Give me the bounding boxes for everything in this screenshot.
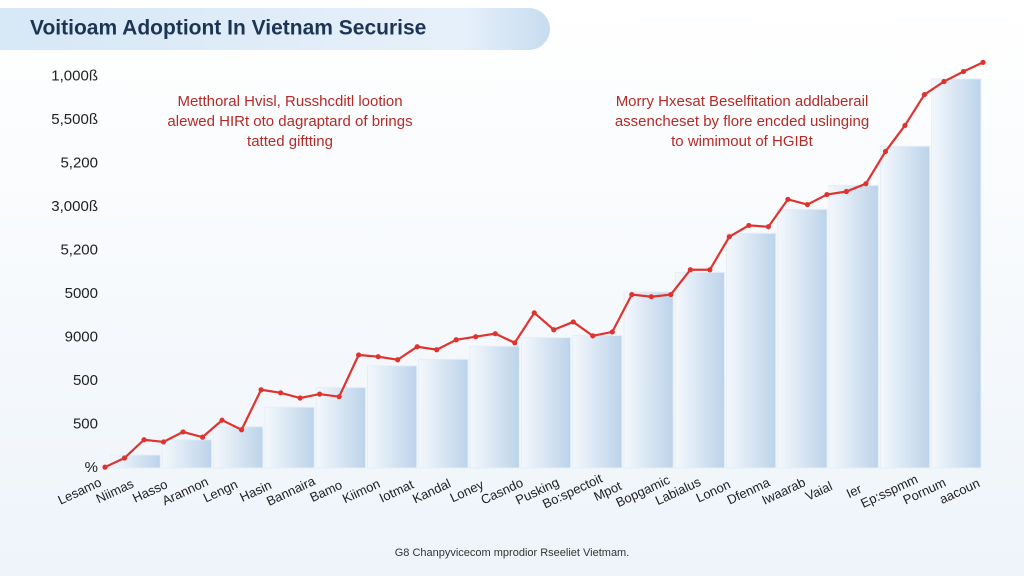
line-point [570, 319, 576, 325]
line-point [551, 327, 557, 333]
line-point [278, 390, 284, 396]
line-point [726, 234, 732, 240]
line-point [960, 68, 967, 75]
line-point [180, 429, 186, 435]
bar [931, 78, 982, 469]
line-point [707, 267, 713, 273]
bar [572, 334, 623, 469]
line-point [824, 191, 830, 198]
x-tick-label: Ier [844, 481, 865, 501]
y-tick-label: 5000 [65, 285, 98, 302]
y-tick-label: 5,200 [60, 242, 98, 259]
annotation: Morry Hxesat Beselfitation addlaberail [616, 93, 869, 110]
annotation: to wimimout of HGIBt [671, 133, 814, 150]
line-point [746, 222, 752, 229]
annotation: tatted giftting [247, 133, 333, 150]
y-tick-label: % [85, 459, 98, 476]
y-tick-label: 500 [73, 415, 98, 432]
bar [623, 291, 674, 469]
line-point [980, 59, 986, 65]
bar [777, 208, 828, 469]
bar [418, 358, 469, 469]
line-point [160, 439, 167, 445]
y-tick-label: 1,000ß [51, 68, 98, 85]
line-point [765, 224, 771, 230]
line-point [356, 352, 362, 358]
bar [213, 426, 264, 469]
footnote: G8 Chanpyvicecom mprodior Rseeliet Vietm… [395, 547, 630, 559]
line-point [219, 417, 225, 423]
line-point [863, 181, 869, 187]
annotation: Metthoral Hvisl, Russhcditl lootion [177, 93, 402, 110]
bar [161, 439, 213, 469]
line-point [238, 427, 245, 433]
y-tick-label: 500 [73, 372, 98, 389]
line-point [590, 333, 596, 339]
bar [520, 337, 572, 469]
line-point [902, 122, 908, 129]
annotation: alewed HIRt oto dagraptard of brings [167, 113, 412, 130]
bar [726, 232, 777, 469]
line-point [882, 148, 889, 155]
line-point [473, 334, 479, 340]
chart-title: Voitioam Adoptiont In Vietnam Securise [30, 17, 426, 40]
y-tick-label: 5,200 [60, 155, 98, 172]
title-banner [0, 8, 550, 50]
line-point [843, 188, 850, 195]
annotation: assencheset by flore encded uslinging [615, 113, 869, 130]
line-point [512, 340, 518, 346]
line-point [414, 344, 420, 350]
line-point [804, 201, 811, 208]
bar [828, 184, 879, 469]
line-point [453, 337, 459, 343]
bar [674, 271, 726, 469]
line-point [492, 331, 498, 337]
bar [469, 345, 520, 469]
y-tick-label: 9000 [65, 329, 98, 346]
line-point [785, 196, 791, 202]
line-point [141, 437, 147, 443]
line-point [609, 329, 615, 335]
y-tick-label: 3,000ß [51, 198, 98, 215]
bar [264, 406, 315, 469]
line-point [199, 434, 206, 440]
line-point [629, 291, 635, 298]
line-point [668, 291, 674, 298]
line-point [102, 464, 108, 470]
line-point [434, 347, 440, 353]
line-point [121, 455, 128, 461]
bar [315, 387, 366, 469]
line-point [297, 395, 303, 401]
line-point [258, 387, 264, 393]
y-tick-label: 5,500ß [51, 111, 98, 128]
line-point [531, 310, 537, 316]
line-point [648, 294, 654, 300]
line-point [395, 357, 401, 363]
line-point [687, 267, 693, 273]
line-point [921, 91, 928, 98]
line [104, 61, 984, 469]
line-point [375, 354, 381, 360]
line-point [317, 391, 323, 397]
bar [366, 365, 418, 469]
line-point [336, 394, 342, 400]
line-point [941, 78, 947, 85]
bar [879, 145, 931, 469]
